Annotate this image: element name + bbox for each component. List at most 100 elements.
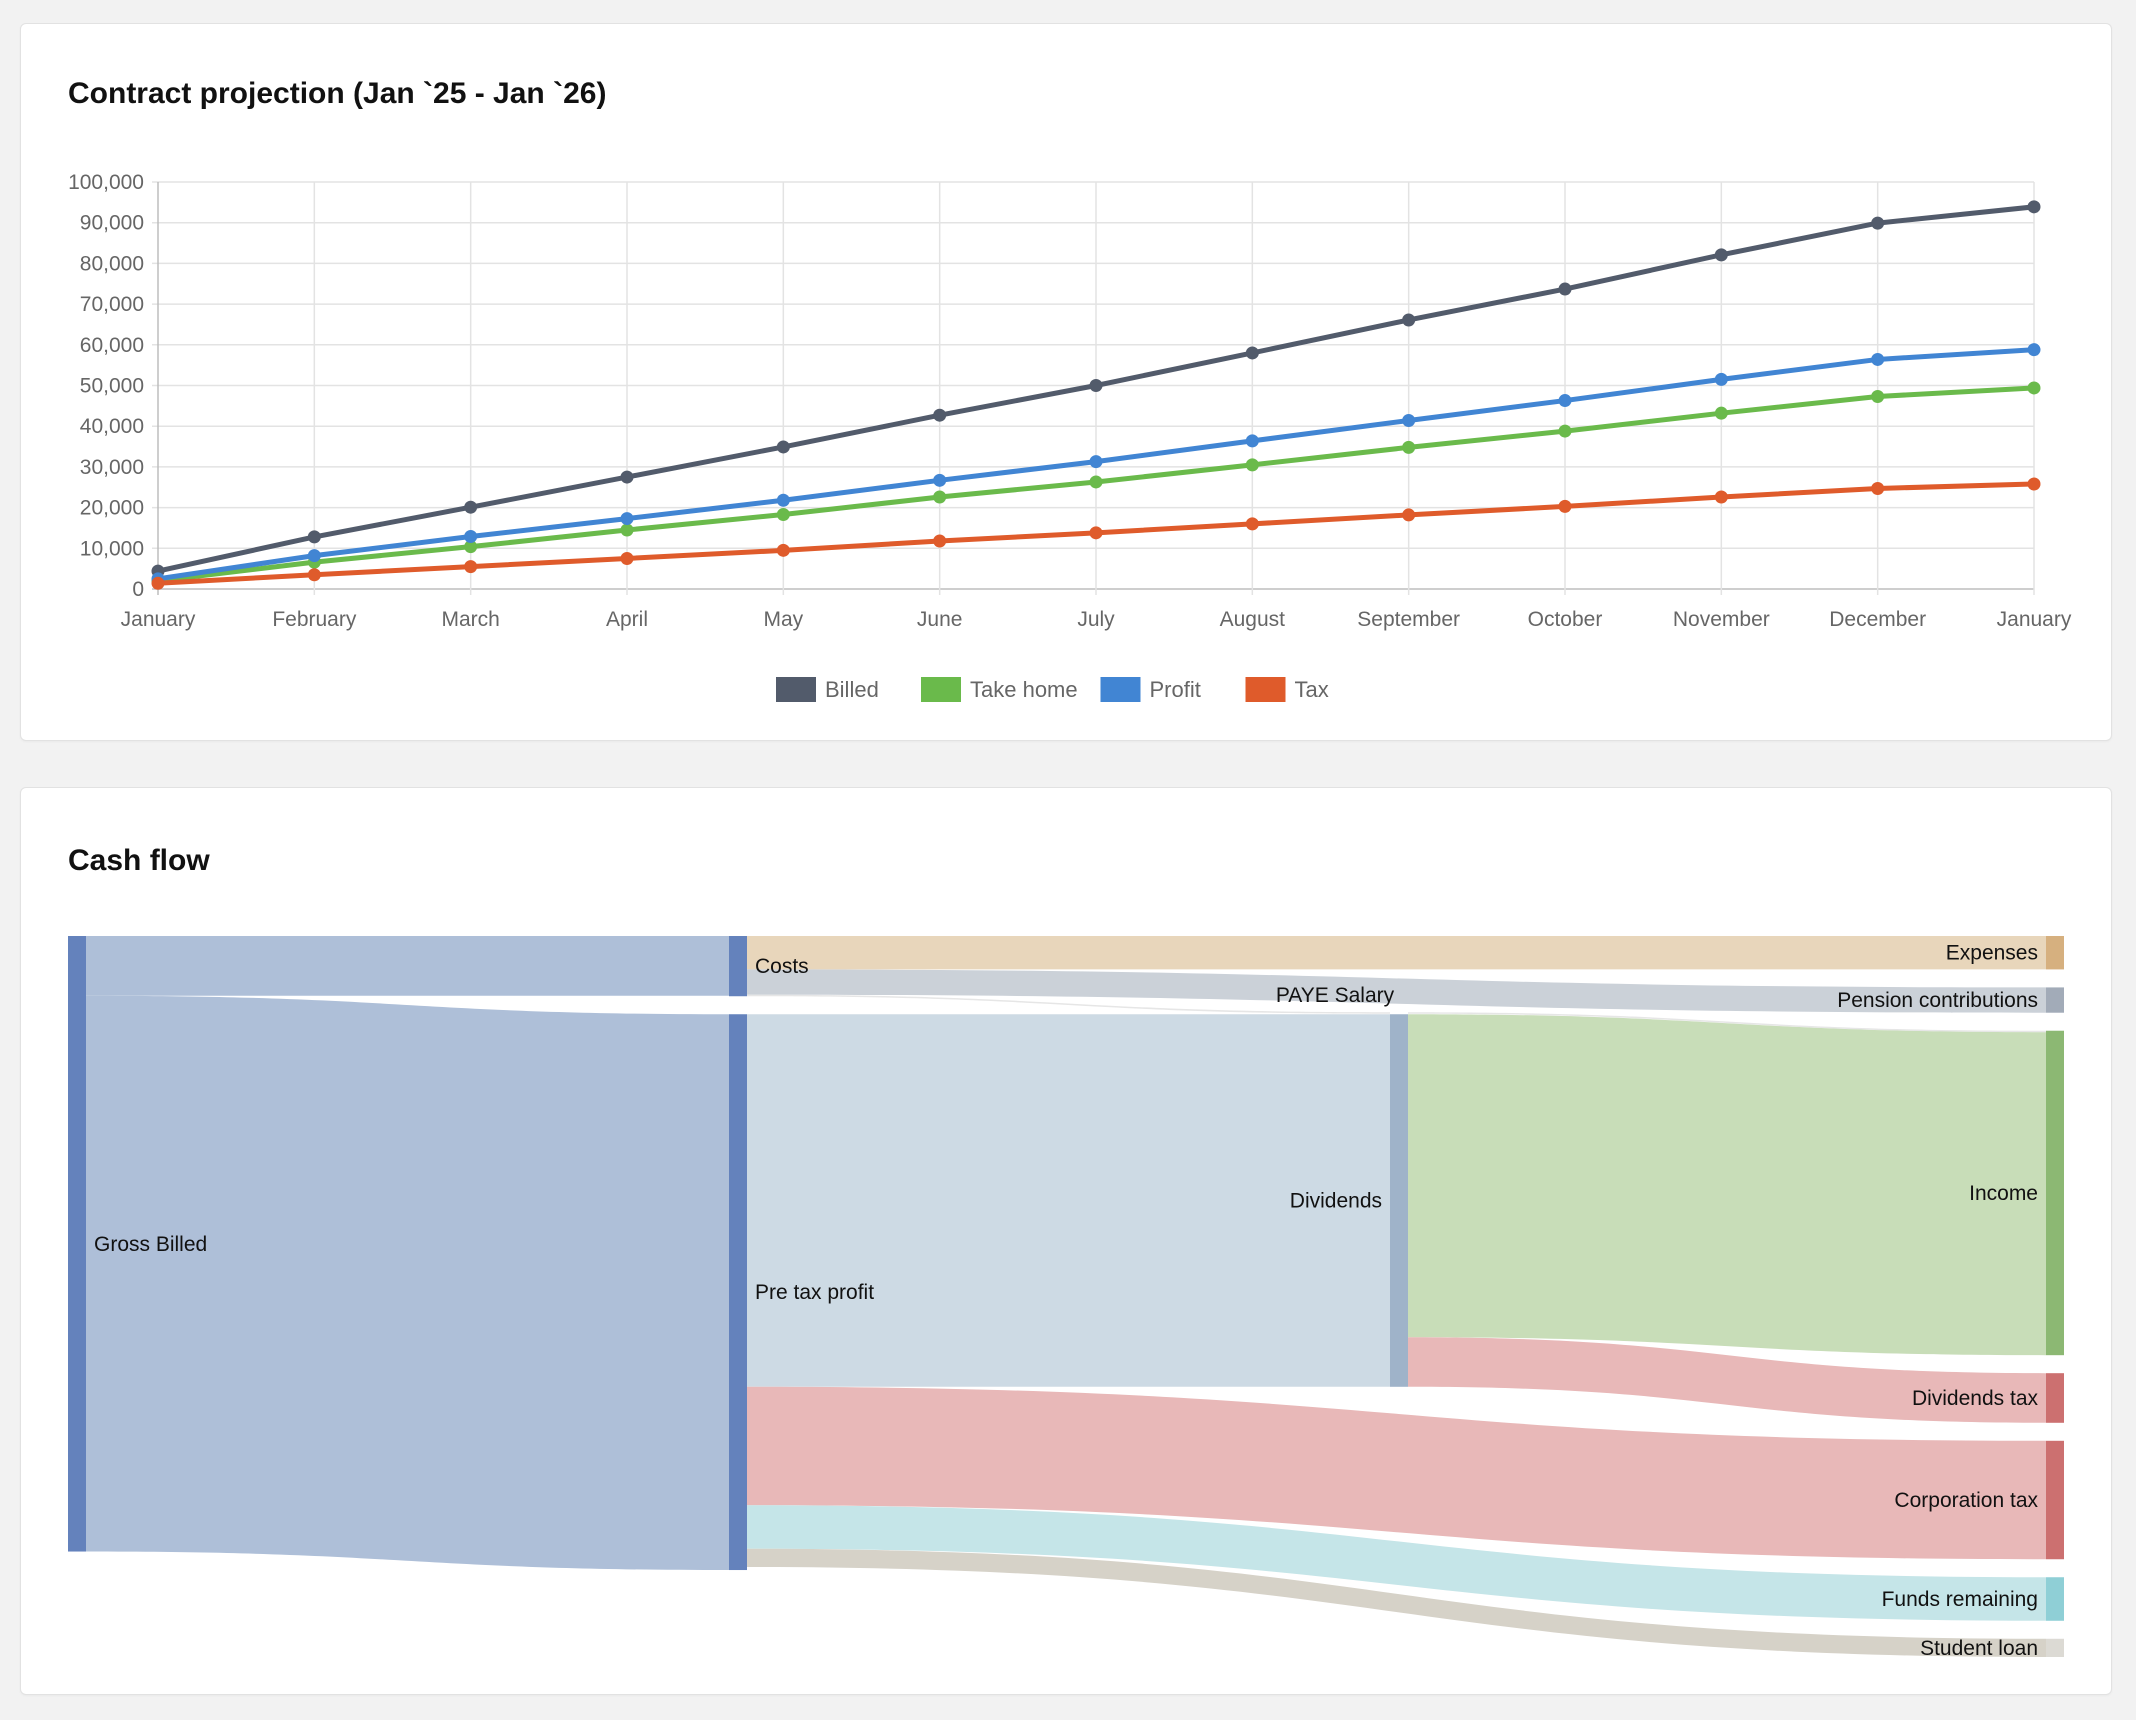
node-label: Expenses: [1946, 942, 2038, 965]
data-point: [2027, 477, 2041, 491]
data-point: [151, 576, 165, 590]
data-point: [1871, 216, 1885, 230]
node-bar: [729, 936, 747, 997]
node-bar: [2046, 1030, 2064, 1356]
y-tick-label: 0: [132, 578, 144, 601]
data-point: [1089, 379, 1103, 392]
flow-gross-billed-to-costs: [86, 936, 729, 996]
node-bar: [1390, 1014, 1408, 1387]
data-point: [1558, 424, 1572, 438]
data-point: [1245, 458, 1259, 472]
data-point: [464, 529, 478, 543]
data-point: [1714, 248, 1728, 262]
cashflow-chart-title: Cash flow: [68, 844, 210, 877]
data-point: [1245, 434, 1259, 448]
node-label: Student loan: [1920, 1637, 2038, 1660]
data-point: [620, 523, 634, 537]
node-bar: [2046, 1577, 2064, 1621]
node-label: Funds remaining: [1882, 1588, 2038, 1611]
data-point: [620, 551, 634, 565]
data-point: [2027, 381, 2041, 395]
node-label: Dividends: [1290, 1190, 1382, 1213]
node-label: Dividends tax: [1912, 1387, 2039, 1410]
sankey-links: [86, 936, 2046, 1657]
node-bar: [2046, 936, 2064, 970]
y-tick-label: 60,000: [80, 334, 144, 357]
data-point: [776, 493, 790, 507]
flow-pre-tax-profit-to-student-loan: [747, 1548, 2046, 1657]
y-tick-label: 70,000: [80, 293, 144, 316]
node-bar: [2046, 1440, 2064, 1560]
data-point: [1402, 440, 1416, 454]
data-point: [620, 470, 634, 484]
y-tick-label: 90,000: [80, 212, 144, 235]
data-point: [1245, 517, 1259, 531]
flow-dividends-to-income: [1408, 1014, 2046, 1356]
node-costs: Costs: [729, 936, 809, 997]
data-point: [776, 543, 790, 557]
node-expenses: Expenses: [1946, 936, 2064, 970]
flow-pre-tax-profit-to-corporation-tax: [747, 1386, 2046, 1560]
legend-item-tax: Tax: [1245, 677, 1329, 702]
legend-label: Profit: [1150, 677, 1201, 702]
contract-projection-card: Contract projection (Jan `25 - Jan `26) …: [20, 23, 2112, 741]
projection-chart-title: Contract projection (Jan `25 - Jan `26): [68, 77, 607, 110]
x-tick-label: March: [441, 608, 499, 631]
node-income: Income: [1969, 1030, 2064, 1356]
data-point: [933, 408, 947, 422]
data-point: [1871, 352, 1885, 366]
x-tick-label: December: [1829, 608, 1926, 631]
x-tick-label: January: [121, 608, 196, 631]
node-dividends: Dividends: [1290, 1014, 1408, 1387]
y-tick-label: 80,000: [80, 252, 144, 275]
legend-swatch: [1100, 677, 1141, 702]
flow-costs-to-pension-contributions: [747, 969, 2046, 1013]
series-billed: [151, 200, 2041, 578]
node-paye-salary: PAYE Salary: [1276, 984, 1395, 1007]
node-label: Costs: [755, 955, 809, 978]
flow-costs-to-expenses: [747, 936, 2046, 970]
data-point: [1871, 389, 1885, 403]
legend-label: Take home: [970, 677, 1078, 702]
y-tick-label: 10,000: [80, 537, 144, 560]
x-tick-label: August: [1220, 608, 1286, 631]
data-point: [307, 530, 321, 544]
node-bar: [729, 1014, 747, 1571]
data-point: [1402, 313, 1416, 327]
data-point: [776, 440, 790, 454]
data-point: [1714, 372, 1728, 386]
data-point: [2027, 343, 2041, 357]
node-label: Pre tax profit: [755, 1281, 874, 1304]
data-point: [464, 540, 478, 554]
y-tick-label: 100,000: [68, 171, 144, 194]
contract-projection-chart: 0 10,000 20,000 30,000 40,000 50,000 60,000 70,…: [68, 171, 2072, 702]
x-tick-label: February: [272, 608, 357, 631]
node-bar: [2046, 987, 2064, 1013]
flow-pre-tax-profit-to-dividends: [747, 1014, 1390, 1387]
series-take-home: [151, 381, 2041, 588]
node-label: Pension contributions: [1837, 989, 2038, 1012]
y-tick-label: 20,000: [80, 497, 144, 520]
node-pension-contributions: Pension contributions: [1837, 987, 2064, 1013]
data-point: [464, 500, 478, 514]
data-point: [1558, 499, 1572, 513]
node-bar: [2046, 1373, 2064, 1423]
y-tick-label: 40,000: [80, 415, 144, 438]
node-pre-tax-profit: Pre tax profit: [729, 1014, 874, 1571]
node-funds-remaining: Funds remaining: [1882, 1577, 2064, 1621]
data-point: [933, 473, 947, 487]
node-bar: [2046, 1638, 2064, 1657]
data-point: [933, 490, 947, 504]
x-tick-label: May: [763, 608, 803, 631]
data-point: [2027, 200, 2041, 214]
node-label: Gross Billed: [94, 1233, 207, 1256]
flow-paye-salary-to-income: [1408, 1012, 2046, 1033]
node-label: Corporation tax: [1894, 1489, 2038, 1512]
data-point: [1245, 346, 1259, 360]
node-dividends-tax: Dividends tax: [1912, 1373, 2064, 1423]
node-bar: [68, 936, 86, 1552]
legend-item-profit: Profit: [1100, 677, 1201, 702]
data-point: [1714, 406, 1728, 420]
x-tick-label: April: [606, 608, 648, 631]
sankey-nodes: Gross Billed Costs Pre tax profit PAYE Sala…: [68, 936, 2064, 1660]
